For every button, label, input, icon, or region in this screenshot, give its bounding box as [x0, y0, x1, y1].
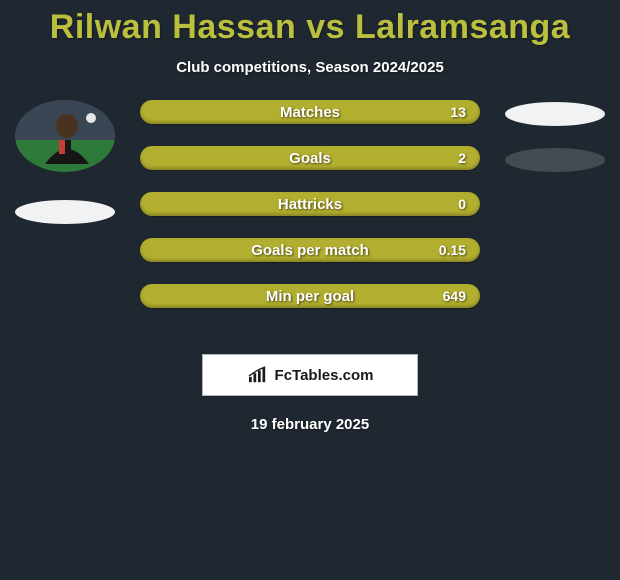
stat-bar-hattricks: Hattricks 0	[140, 192, 480, 216]
comparison-card: Rilwan Hassan vs Lalramsanga Club compet…	[0, 0, 620, 580]
stat-label: Goals per match	[251, 242, 369, 259]
stat-value: 0	[458, 196, 466, 212]
stats-arena: Matches 13 Goals 2 Hattricks 0 Goals per…	[0, 100, 620, 330]
stat-label: Matches	[280, 104, 340, 121]
player-right-column	[490, 100, 620, 172]
subtitle: Club competitions, Season 2024/2025	[176, 59, 444, 76]
stat-bar-goals: Goals 2	[140, 146, 480, 170]
stat-bar-mpg: Min per goal 649	[140, 284, 480, 308]
stat-value: 13	[450, 104, 466, 120]
player-left-avatar	[15, 100, 115, 172]
stat-label: Min per goal	[266, 288, 354, 305]
player-right-chip-1	[505, 148, 605, 172]
stat-bar-gpm: Goals per match 0.15	[140, 238, 480, 262]
stat-value: 649	[443, 288, 466, 304]
stat-value: 0.15	[439, 242, 466, 258]
avatar-left-icon	[15, 100, 115, 172]
brand-chart-icon	[247, 366, 269, 384]
player-left-chip	[15, 200, 115, 224]
stat-value: 2	[458, 150, 466, 166]
stat-bars: Matches 13 Goals 2 Hattricks 0 Goals per…	[140, 100, 480, 308]
brand-box[interactable]: FcTables.com	[202, 354, 418, 396]
page-title: Rilwan Hassan vs Lalramsanga	[50, 8, 570, 47]
brand-text: FcTables.com	[275, 367, 374, 384]
date-label: 19 february 2025	[251, 416, 369, 433]
stat-label: Goals	[289, 150, 331, 167]
stat-label: Hattricks	[278, 196, 342, 213]
player-left-column	[0, 100, 130, 224]
stat-bar-matches: Matches 13	[140, 100, 480, 124]
player-right-chip-0	[505, 102, 605, 126]
